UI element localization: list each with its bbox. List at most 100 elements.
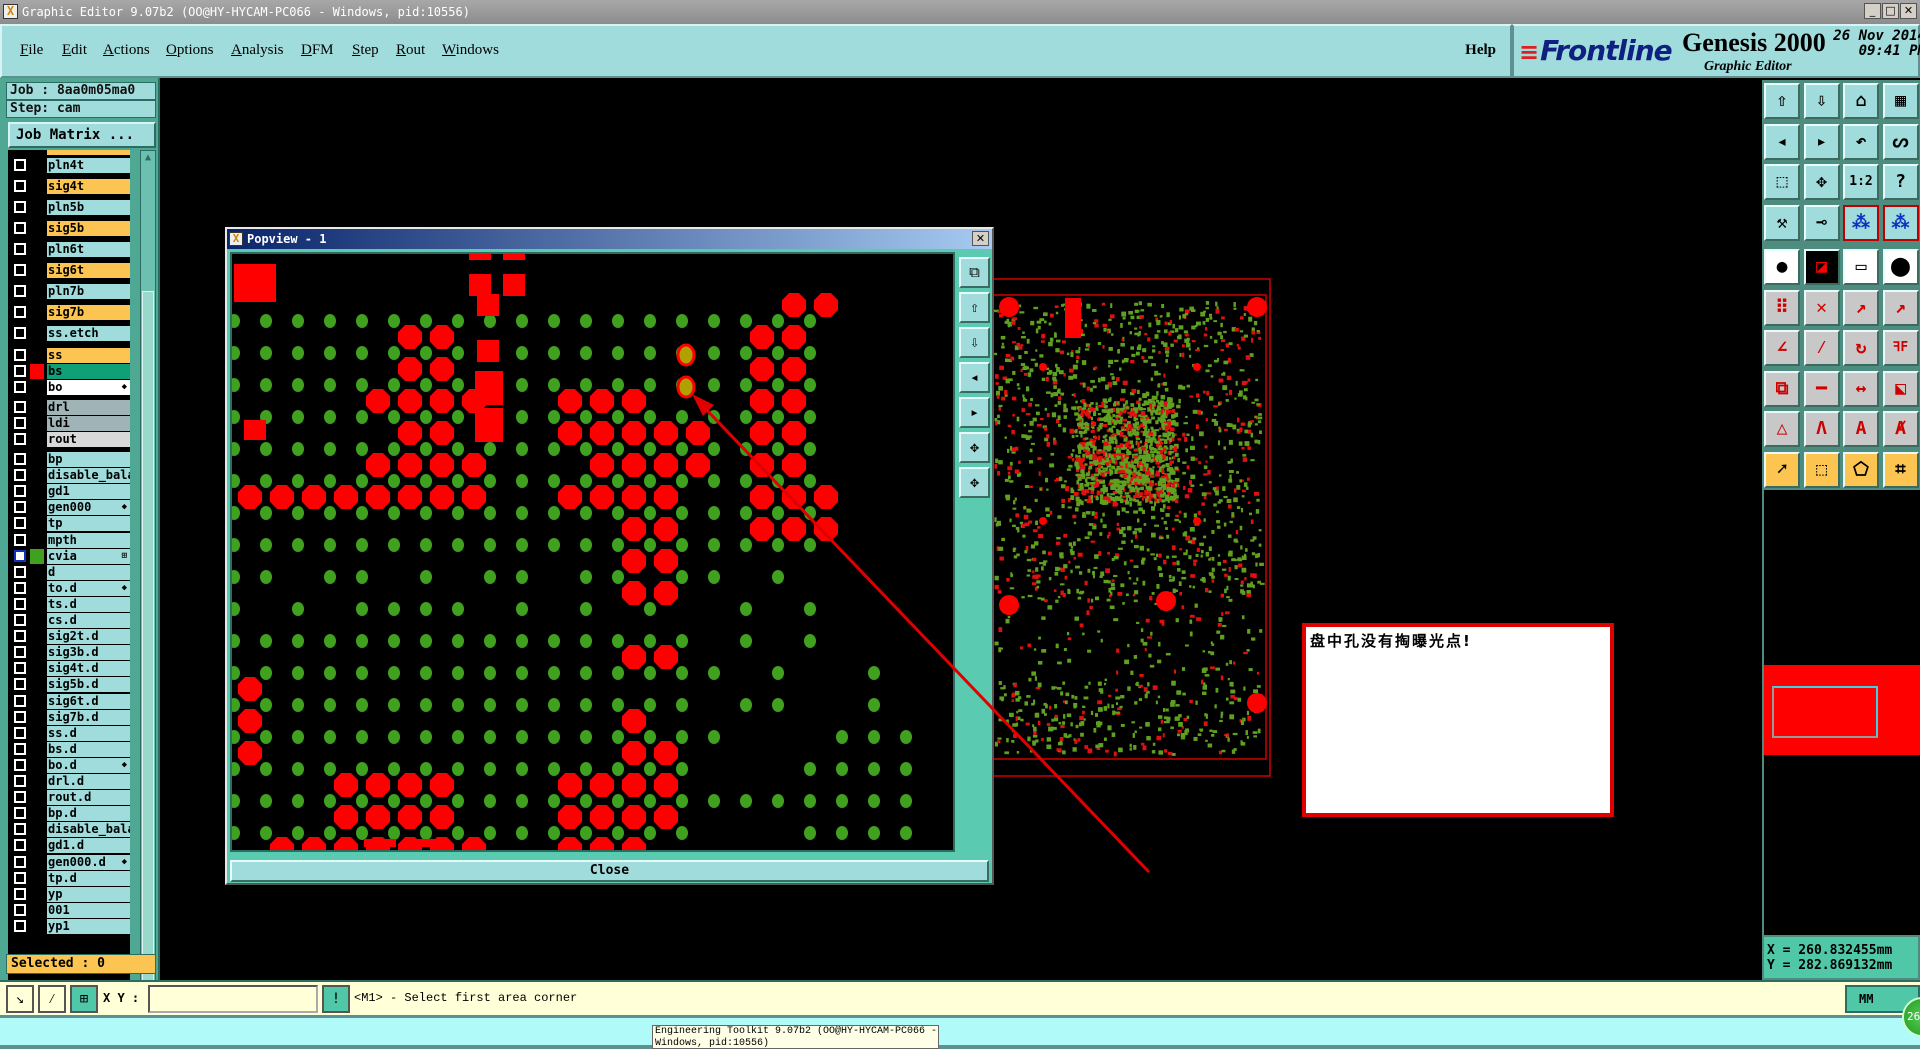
resize-triangle-icon[interactable]: △ [1764,411,1800,447]
layer-checkbox[interactable] [14,807,26,820]
zoom-fit-icon[interactable]: ✥ [959,432,990,463]
layer-checkbox[interactable] [14,285,26,297]
layer-name[interactable]: sig5b [47,221,130,236]
pan-up-icon[interactable]: ⇧ [959,292,990,323]
pan-right-icon[interactable]: ▸ [959,397,990,428]
net-highlight-icon[interactable]: ⁂ [1843,204,1879,241]
layer-row-sig3b.d[interactable]: sig3b.d [10,645,130,661]
xy-grid-icon[interactable]: ▦ [1882,83,1919,119]
layer-checkbox[interactable] [14,417,26,429]
layer-checkbox[interactable] [14,381,26,393]
pan-down-icon[interactable]: ⇩ [959,327,990,358]
layer-row-ss[interactable]: ss [10,348,130,363]
layer-row-tp.d[interactable]: tp.d [10,870,130,886]
close-button[interactable]: Close [230,860,989,882]
layer-row-drl[interactable]: drl [10,400,130,415]
layer-list-scrollbar[interactable]: ▲ ▼ [140,150,156,1028]
menu-file[interactable]: File [20,42,44,58]
layer-row-bs[interactable]: bs [10,364,130,379]
grid-snap-icon[interactable]: ⊞ [70,985,98,1013]
layer-checkbox[interactable] [14,533,26,546]
layer-name[interactable]: disable_bala [47,822,130,838]
maximize-button[interactable]: □ [1882,3,1899,19]
pan-left-icon[interactable]: ◂ [959,362,990,393]
layer-name[interactable]: disable_bala [47,468,130,484]
layer-name[interactable]: tp.d [47,870,130,886]
layer-checkbox[interactable] [14,887,26,900]
snap-corner-icon[interactable]: ↘ [6,985,34,1013]
layer-checkbox[interactable] [14,453,26,465]
layer-checkbox[interactable] [14,433,26,445]
layer-row-to.d[interactable]: to.d ◆ [10,580,130,596]
popview-canvas[interactable] [230,252,955,852]
layer-row-rout[interactable]: rout [10,432,130,447]
layer-checkbox[interactable] [14,775,26,787]
overview-view-box[interactable] [1772,686,1878,738]
layer-name[interactable]: pln6t [47,242,130,257]
layer-name[interactable]: bo ◆ [47,380,130,395]
layer-checkbox[interactable] [14,517,26,530]
overview-map[interactable] [1762,490,1920,935]
layer-checkbox[interactable] [14,742,26,755]
layer-name[interactable]: drl.d [47,774,130,789]
layer-row-rout.d[interactable]: rout.d [10,790,130,806]
layer-row-cvia[interactable]: cvia ⊞ [10,548,130,564]
layer-checkbox[interactable] [14,919,26,932]
layer-checkbox[interactable] [14,365,26,377]
layer-checkbox[interactable] [14,327,26,339]
layer-checkbox[interactable] [14,264,26,276]
menu-help[interactable]: Help [1465,42,1496,58]
popview-title-bar[interactable]: X Popview - 1 ✕ [227,229,992,249]
add-pad-icon[interactable]: ● [1764,249,1800,285]
layer-checkbox[interactable] [14,823,26,836]
layer-checkbox[interactable] [14,581,26,594]
layer-name[interactable]: rout.d [47,790,130,806]
layer-checkbox[interactable] [14,469,26,482]
layer-checkbox[interactable] [14,159,26,171]
menu-analysis[interactable]: Analysis [231,42,284,58]
layer-name[interactable]: ts.d [47,596,130,612]
zoom-center-icon[interactable]: ✥ [959,467,990,498]
menu-edit[interactable]: Edit [62,42,88,58]
select-icon[interactable]: ➚ [1764,451,1800,488]
menu-actions[interactable]: Actions [103,42,150,58]
layer-row-bs.d[interactable]: bs.d [10,741,130,757]
xy-input[interactable] [148,985,318,1013]
layer-row-disable_bala[interactable]: disable_bala [10,822,130,838]
layer-name[interactable]: rout [47,432,130,447]
layer-checkbox[interactable] [14,726,26,739]
layer-checkbox[interactable] [14,565,26,578]
layer-row-pln5b[interactable]: pln5b [10,200,130,215]
layer-name[interactable]: bo.d ◆ [47,757,130,773]
select-poly-icon[interactable]: ⬠ [1843,451,1879,488]
ruler-icon[interactable]: ▭ [1843,249,1879,285]
connect-icon[interactable]: ◪ [1803,249,1840,285]
layer-checkbox[interactable] [14,791,26,804]
layer-checkbox[interactable] [14,597,26,610]
layer-checkbox[interactable] [14,710,26,723]
transform-icon[interactable]: ⧉ [1764,370,1800,407]
layer-name[interactable]: 001 [47,902,130,918]
layer-checkbox[interactable] [14,614,26,626]
layer-name[interactable]: gd1 [47,484,130,500]
move-icon[interactable]: ↗ [1843,289,1879,326]
zoom-fit-icon[interactable]: ⬚ [1764,164,1800,200]
line-icon[interactable]: ⁄ [1803,330,1840,366]
minimize-button[interactable]: _ [1864,3,1881,19]
layer-row-mpth[interactable]: mpth [10,532,130,548]
layer-row-pln4t[interactable]: pln4t [10,158,130,173]
help-icon[interactable]: ? [1882,164,1919,200]
layer-row-sig7b.d[interactable]: sig7b.d [10,709,130,725]
merge-line-icon[interactable]: ━ [1803,370,1840,407]
layer-row-bo.d[interactable]: bo.d ◆ [10,757,130,773]
layer-name[interactable]: yp [47,886,130,902]
layer-row-sig2t.d[interactable]: sig2t.d [10,629,130,645]
layer-name[interactable]: to.d ◆ [47,580,130,596]
resize-a-icon[interactable]: A [1843,411,1879,447]
layer-name[interactable]: tp [47,516,130,532]
menu-step[interactable]: Step [352,42,379,58]
menu-dfm[interactable]: DFM [301,42,334,58]
layer-row-bp.d[interactable]: bp.d [10,806,130,822]
menu-windows[interactable]: Windows [442,42,499,58]
alert-button[interactable]: ! [322,985,350,1013]
